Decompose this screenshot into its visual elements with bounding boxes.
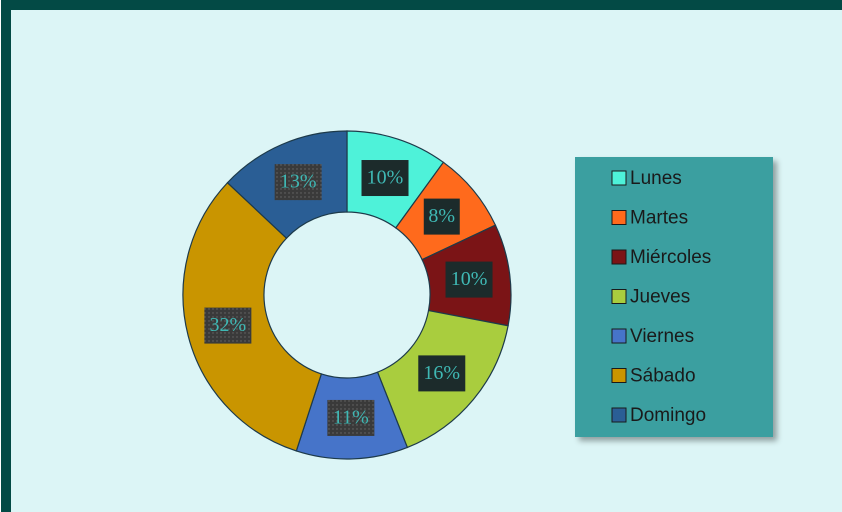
data-label-box: [418, 355, 466, 392]
data-label-box: [423, 198, 460, 235]
legend-swatch: [611, 368, 627, 383]
legend-label: Lunes: [630, 168, 682, 189]
legend-label: Miércoles: [630, 247, 711, 268]
data-label-box: [204, 307, 252, 344]
legend-label: Sábado: [630, 366, 696, 387]
legend-label: Martes: [630, 208, 688, 229]
data-label-box: [361, 160, 409, 197]
data-label: 16%: [423, 362, 460, 384]
data-label-box: [445, 261, 493, 298]
legend-swatch: [611, 289, 627, 304]
donut: [182, 130, 512, 460]
legend-label: Viernes: [630, 326, 694, 347]
data-label: 11%: [333, 407, 369, 429]
legend-swatch: [611, 210, 627, 225]
data-label: 10%: [367, 167, 404, 189]
data-label: 10%: [451, 268, 488, 290]
legend-swatch: [611, 170, 627, 186]
data-labels: 10% 8% 10% 16% 11% 32% 13%: [204, 160, 493, 436]
legend-swatch: [611, 407, 627, 423]
data-label: 13%: [280, 171, 317, 193]
legend-box: [575, 157, 773, 437]
data-label: 8%: [428, 205, 455, 227]
legend: Lunes Martes Miércoles Jueves Viernes Sábado D…: [611, 168, 711, 426]
legend-label: Domingo: [630, 405, 706, 426]
donut-slice: [182, 181, 323, 452]
data-label: 32%: [210, 314, 247, 336]
data-label-box: [274, 164, 322, 201]
legend-swatch: [611, 249, 627, 265]
data-label-box: [327, 399, 375, 436]
legend-label: Jueves: [630, 287, 690, 308]
legend-swatch: [611, 328, 627, 344]
